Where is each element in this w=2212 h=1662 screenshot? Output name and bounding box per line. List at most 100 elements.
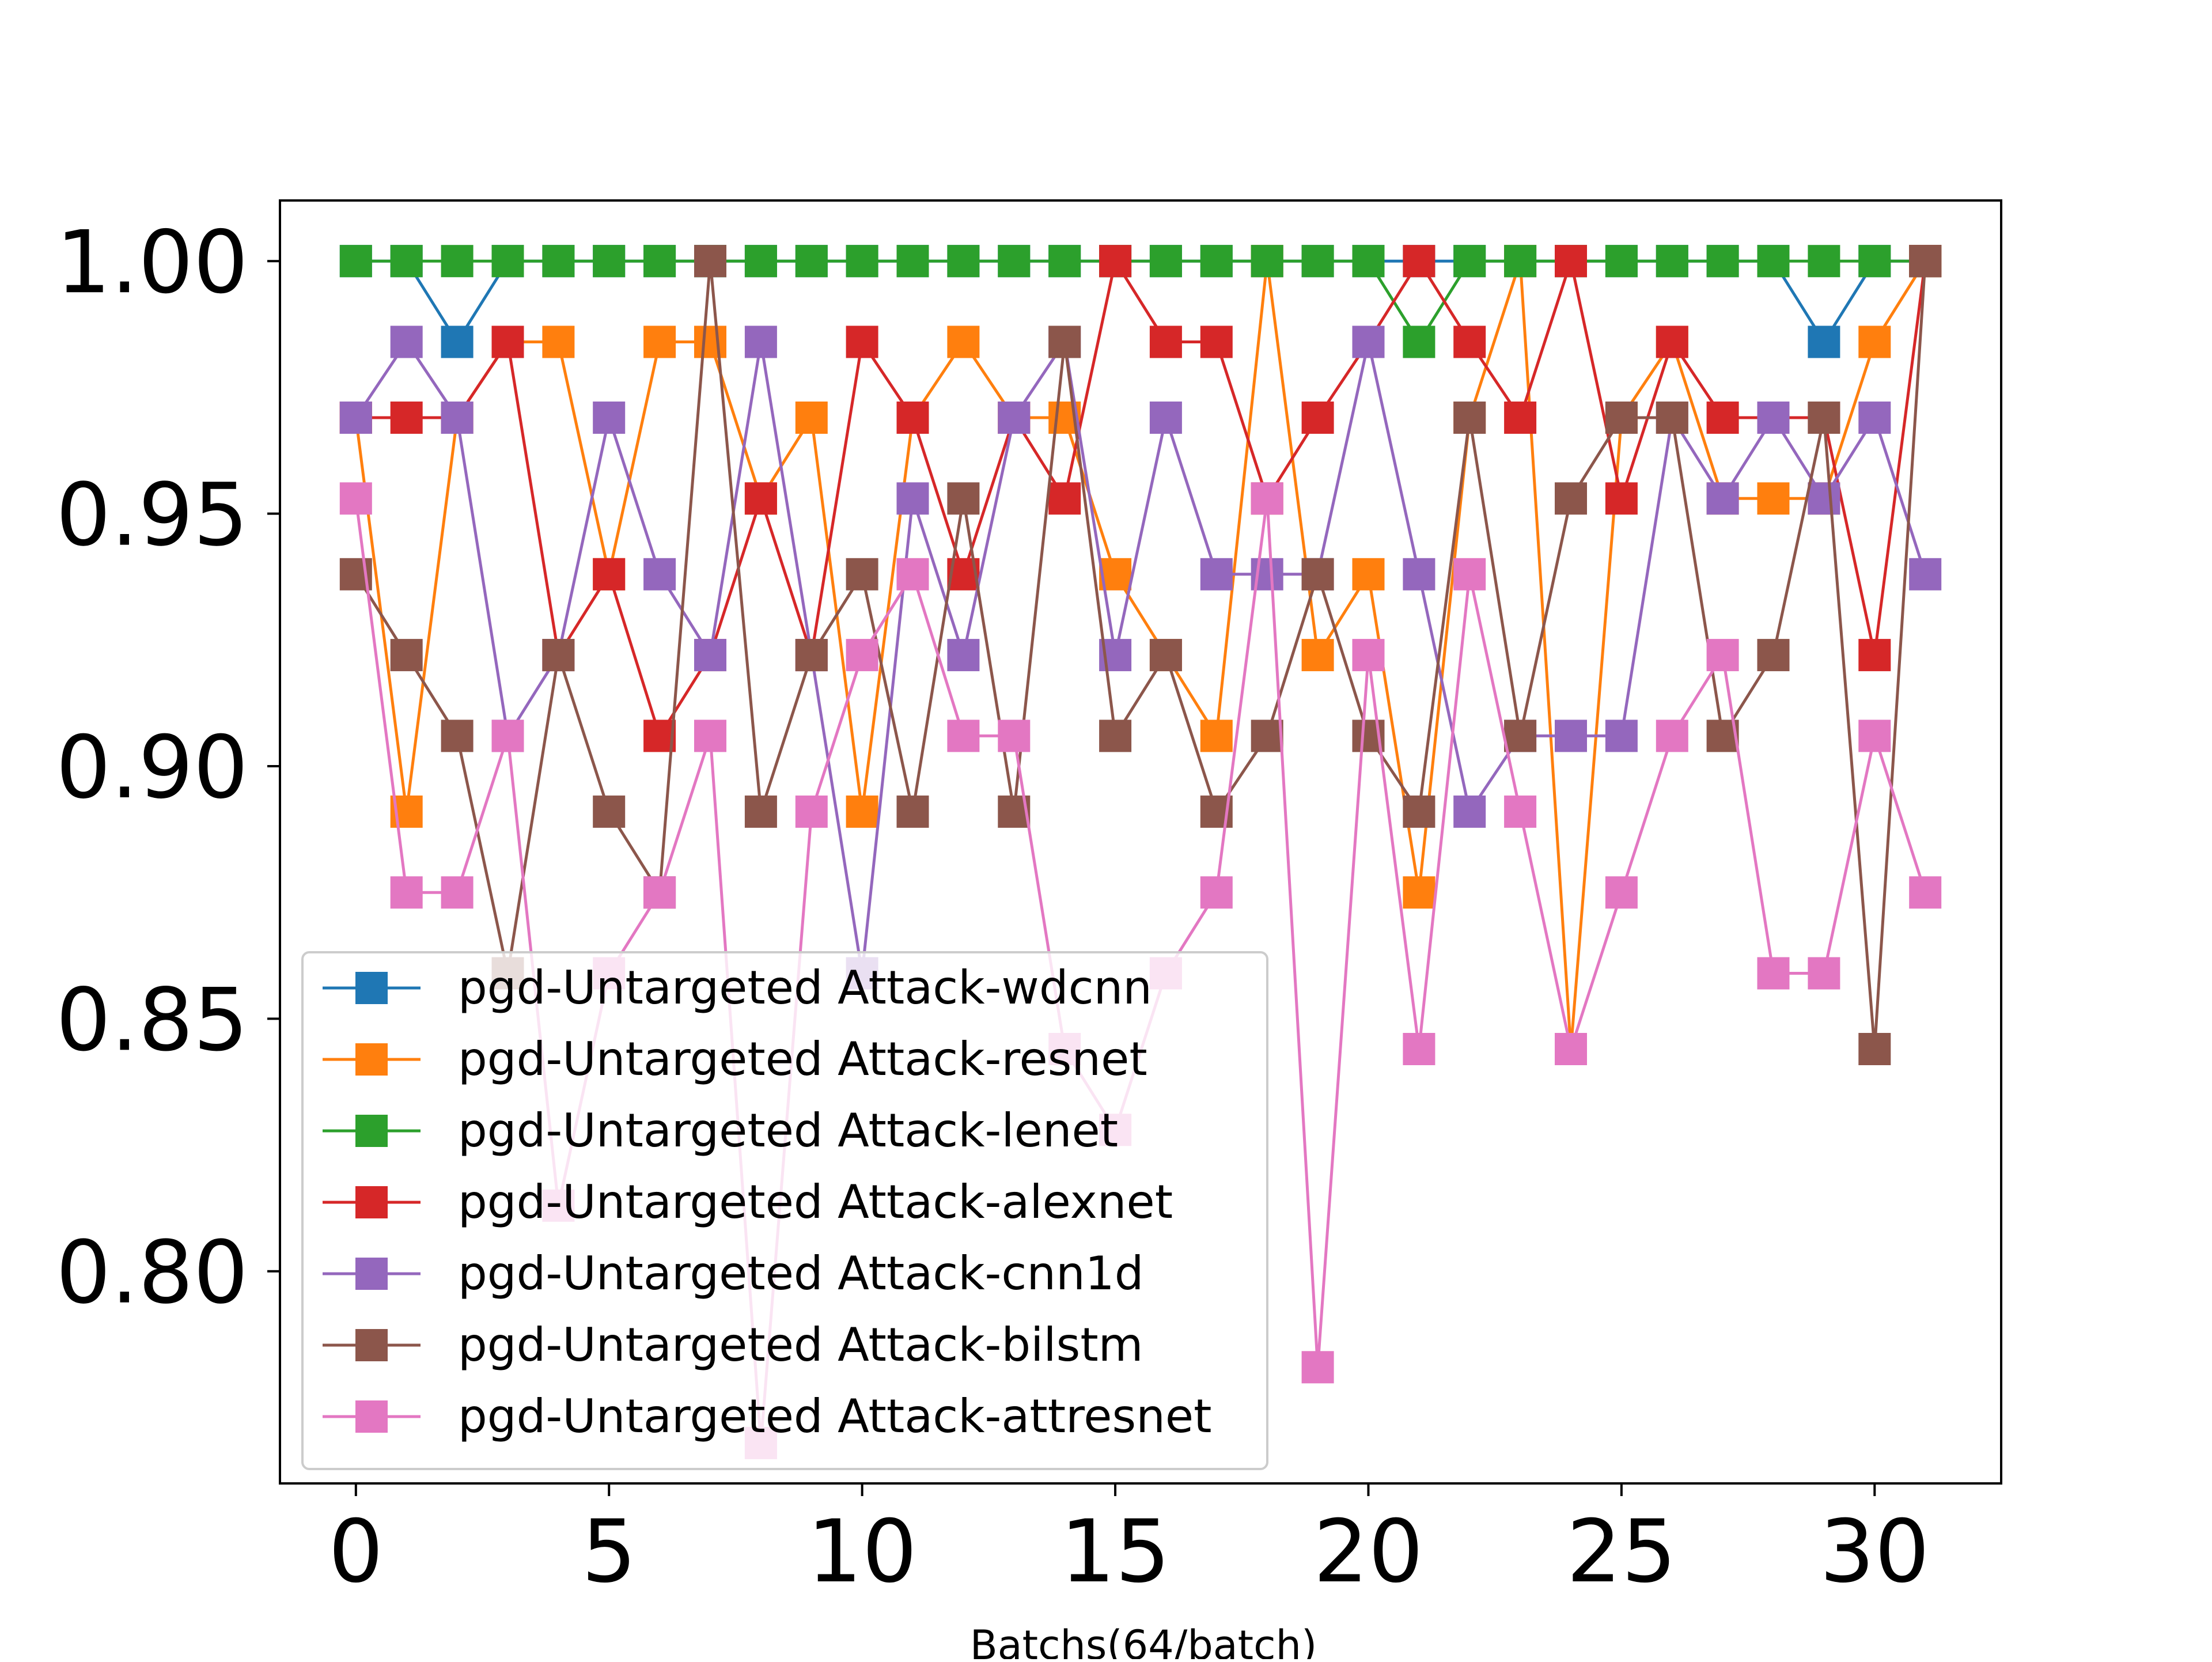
data-point	[441, 402, 474, 434]
data-point	[1149, 639, 1182, 672]
data-point	[896, 558, 929, 590]
legend-box	[301, 951, 1268, 1470]
x-axis-label: Batchs(64/batch)	[970, 1622, 1317, 1659]
data-point	[542, 325, 575, 358]
data-point	[1757, 482, 1790, 515]
data-point	[1403, 795, 1435, 828]
data-point	[1706, 639, 1739, 672]
data-point	[1453, 558, 1486, 590]
plot-frame	[279, 199, 2002, 1485]
data-point	[1757, 639, 1790, 672]
data-point	[1301, 639, 1334, 672]
x-tick-label: 5	[582, 1502, 637, 1602]
data-point	[1403, 1033, 1435, 1065]
data-point	[1858, 1033, 1891, 1065]
data-point	[390, 325, 423, 358]
data-point	[1099, 720, 1132, 752]
data-point	[593, 245, 626, 278]
data-point	[593, 795, 626, 828]
data-point	[1200, 245, 1233, 278]
data-point	[1504, 795, 1537, 828]
x-axis: 0 5 10 15 20 25 30	[328, 1483, 1930, 1602]
data-point	[1605, 482, 1638, 515]
data-point	[542, 639, 575, 672]
data-point	[1504, 720, 1537, 752]
data-point	[896, 402, 929, 434]
x-tick-label: 10	[807, 1502, 917, 1602]
data-point	[1200, 558, 1233, 590]
data-point	[1605, 245, 1638, 278]
data-point	[846, 639, 878, 672]
legend-label: pgd-Untargeted Attack-attresnet	[458, 1390, 1211, 1443]
legend-entry: pgd-Untargeted Attack-lenet	[323, 1104, 1118, 1157]
data-point	[1403, 876, 1435, 909]
data-point	[390, 876, 423, 909]
data-point	[1808, 325, 1840, 358]
x-tick-label: 30	[1820, 1502, 1930, 1602]
data-point	[947, 245, 980, 278]
data-point	[1757, 402, 1790, 434]
data-point	[1605, 402, 1638, 434]
data-point	[390, 402, 423, 434]
data-point	[998, 720, 1031, 752]
data-point	[1909, 876, 1942, 909]
data-point	[643, 325, 676, 358]
data-point	[1858, 720, 1891, 752]
data-point	[339, 245, 372, 278]
data-point	[1200, 876, 1233, 909]
data-point	[694, 325, 726, 358]
data-point	[1706, 482, 1739, 515]
data-point	[694, 720, 726, 752]
data-point	[795, 795, 828, 828]
data-point	[1200, 325, 1233, 358]
data-point	[1453, 245, 1486, 278]
data-point	[694, 245, 726, 278]
legend-marker	[355, 972, 388, 1004]
data-point	[1200, 720, 1233, 752]
data-point	[643, 876, 676, 909]
legend-marker	[355, 1115, 388, 1147]
data-point	[1099, 245, 1132, 278]
data-point	[1251, 720, 1283, 752]
legend-entry: pgd-Untargeted Attack-bilstm	[323, 1318, 1143, 1372]
data-point	[593, 558, 626, 590]
data-point	[1858, 245, 1891, 278]
data-point	[795, 245, 828, 278]
data-point	[491, 245, 524, 278]
data-point	[1403, 245, 1435, 278]
data-point	[998, 245, 1031, 278]
data-point	[491, 325, 524, 358]
data-point	[1048, 325, 1081, 358]
y-tick-label: 0.90	[56, 718, 248, 818]
data-point	[1352, 639, 1385, 672]
data-point	[1301, 245, 1334, 278]
data-point	[1453, 795, 1486, 828]
data-point	[1149, 325, 1182, 358]
data-point	[795, 402, 828, 434]
data-point	[1656, 720, 1688, 752]
legend-marker	[355, 1186, 388, 1218]
data-point	[390, 639, 423, 672]
data-point	[1453, 325, 1486, 358]
x-tick-label: 0	[328, 1502, 383, 1602]
legend-label: pgd-Untargeted Attack-alexnet	[458, 1175, 1173, 1229]
data-point	[947, 482, 980, 515]
data-point	[1858, 325, 1891, 358]
data-point	[1251, 245, 1283, 278]
data-point	[744, 795, 777, 828]
data-point	[1808, 245, 1840, 278]
y-tick-label: 0.80	[56, 1223, 248, 1323]
data-point	[896, 245, 929, 278]
data-point	[1301, 558, 1334, 590]
data-point	[1149, 402, 1182, 434]
data-point	[491, 720, 524, 752]
data-point	[846, 558, 878, 590]
data-point	[1757, 957, 1790, 990]
data-point	[1403, 325, 1435, 358]
legend-label: pgd-Untargeted Attack-bilstm	[458, 1318, 1143, 1372]
data-point	[1048, 482, 1081, 515]
legend-marker	[355, 1329, 388, 1361]
data-point	[1149, 245, 1182, 278]
data-point	[1909, 558, 1942, 590]
